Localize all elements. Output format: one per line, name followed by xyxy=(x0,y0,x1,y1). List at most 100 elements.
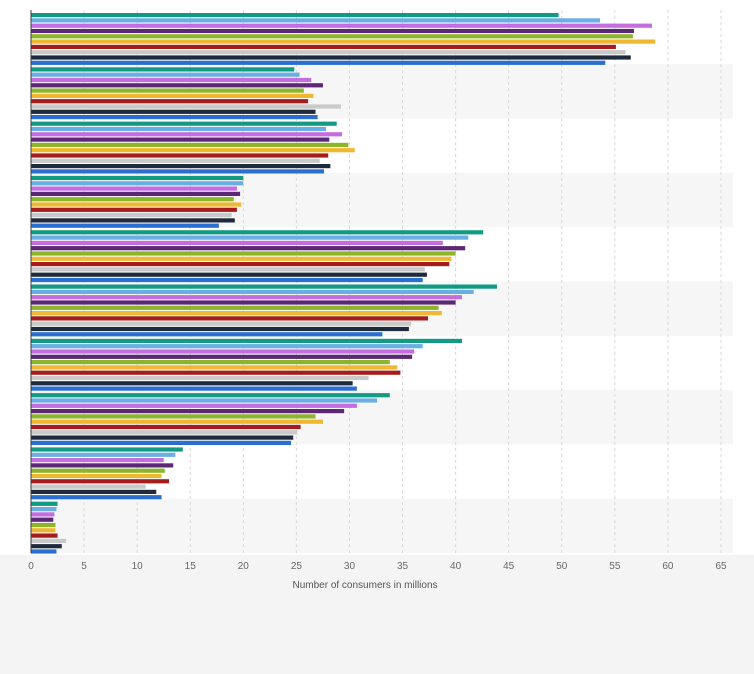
bar[interactable] xyxy=(31,55,631,60)
bar[interactable] xyxy=(31,289,474,294)
bar[interactable] xyxy=(31,311,442,316)
bar[interactable] xyxy=(31,272,427,277)
bar[interactable] xyxy=(31,28,634,34)
bar[interactable] xyxy=(31,202,242,207)
bar[interactable] xyxy=(31,148,355,153)
bar[interactable] xyxy=(31,528,56,533)
bar[interactable] xyxy=(31,305,439,310)
bar[interactable] xyxy=(31,316,429,321)
bar[interactable] xyxy=(31,484,146,489)
bar[interactable] xyxy=(31,533,58,538)
bar[interactable] xyxy=(31,349,415,354)
bar[interactable] xyxy=(31,213,232,218)
bar[interactable] xyxy=(31,512,55,517)
bar[interactable] xyxy=(31,409,345,414)
bar[interactable] xyxy=(31,277,423,283)
bar[interactable] xyxy=(31,300,456,305)
bar[interactable] xyxy=(31,104,341,109)
bar[interactable] xyxy=(31,34,633,39)
bar[interactable] xyxy=(31,13,559,18)
bar[interactable] xyxy=(31,284,498,289)
bar[interactable] xyxy=(31,99,309,104)
bar[interactable] xyxy=(31,251,456,256)
bar[interactable] xyxy=(31,430,298,435)
bar[interactable] xyxy=(31,50,626,55)
bar[interactable] xyxy=(31,501,58,506)
bar[interactable] xyxy=(31,365,398,370)
bar[interactable] xyxy=(31,507,57,512)
bar[interactable] xyxy=(31,235,469,240)
bar[interactable] xyxy=(31,115,318,120)
bar[interactable] xyxy=(31,338,462,343)
bar[interactable] xyxy=(31,447,183,452)
bar[interactable] xyxy=(31,109,316,114)
bar[interactable] xyxy=(31,137,330,142)
bar[interactable] xyxy=(31,88,304,93)
bar[interactable] xyxy=(31,375,369,381)
bar[interactable] xyxy=(31,164,331,169)
bar[interactable] xyxy=(31,489,157,494)
bar[interactable] xyxy=(31,262,450,267)
bar[interactable] xyxy=(31,549,57,554)
bar[interactable] xyxy=(31,121,337,126)
bar[interactable] xyxy=(31,60,606,65)
bar[interactable] xyxy=(31,458,164,463)
bar[interactable] xyxy=(31,370,401,375)
bar[interactable] xyxy=(31,223,219,228)
bar[interactable] xyxy=(31,440,292,445)
bar[interactable] xyxy=(31,332,383,337)
bar[interactable] xyxy=(31,344,423,349)
bar[interactable] xyxy=(31,403,357,408)
bar[interactable] xyxy=(31,256,452,261)
bar[interactable] xyxy=(31,360,390,365)
bar[interactable] xyxy=(31,393,390,398)
bar[interactable] xyxy=(31,295,462,300)
bar[interactable] xyxy=(31,354,413,359)
bar[interactable] xyxy=(31,468,165,473)
bar[interactable] xyxy=(31,197,234,202)
bar[interactable] xyxy=(31,246,466,251)
bar[interactable] xyxy=(31,175,244,181)
bar[interactable] xyxy=(31,72,300,77)
bar[interactable] xyxy=(31,186,237,191)
bar[interactable] xyxy=(31,207,237,212)
bar[interactable] xyxy=(31,77,312,83)
bar[interactable] xyxy=(31,267,425,272)
bar[interactable] xyxy=(31,83,323,88)
bar[interactable] xyxy=(31,93,314,98)
bar[interactable] xyxy=(31,424,301,430)
bar[interactable] xyxy=(31,419,323,424)
bar[interactable] xyxy=(31,158,320,163)
bar[interactable] xyxy=(31,218,235,223)
bar[interactable] xyxy=(31,538,67,543)
bar[interactable] xyxy=(31,495,162,500)
bar[interactable] xyxy=(31,381,353,386)
bar[interactable] xyxy=(31,398,378,403)
bar[interactable] xyxy=(31,321,412,326)
bar[interactable] xyxy=(31,44,616,49)
bar[interactable] xyxy=(31,181,244,186)
bar[interactable] xyxy=(31,544,62,549)
bar[interactable] xyxy=(31,463,174,468)
bar[interactable] xyxy=(31,473,162,479)
bar[interactable] xyxy=(31,240,443,245)
bar[interactable] xyxy=(31,326,409,332)
bar[interactable] xyxy=(31,522,56,528)
bar[interactable] xyxy=(31,386,357,391)
bar[interactable] xyxy=(31,191,241,196)
bar[interactable] xyxy=(31,18,600,23)
bar[interactable] xyxy=(31,142,349,147)
bar[interactable] xyxy=(31,126,327,132)
bar[interactable] xyxy=(31,414,316,419)
bar[interactable] xyxy=(31,479,169,484)
bar[interactable] xyxy=(31,435,294,440)
bar[interactable] xyxy=(31,67,295,72)
bar[interactable] xyxy=(31,452,176,457)
bar[interactable] xyxy=(31,39,656,44)
bar[interactable] xyxy=(31,23,652,28)
bar[interactable] xyxy=(31,517,54,522)
bar[interactable] xyxy=(31,132,343,137)
bar[interactable] xyxy=(31,169,324,174)
bar[interactable] xyxy=(31,153,329,158)
bar[interactable] xyxy=(31,230,484,235)
